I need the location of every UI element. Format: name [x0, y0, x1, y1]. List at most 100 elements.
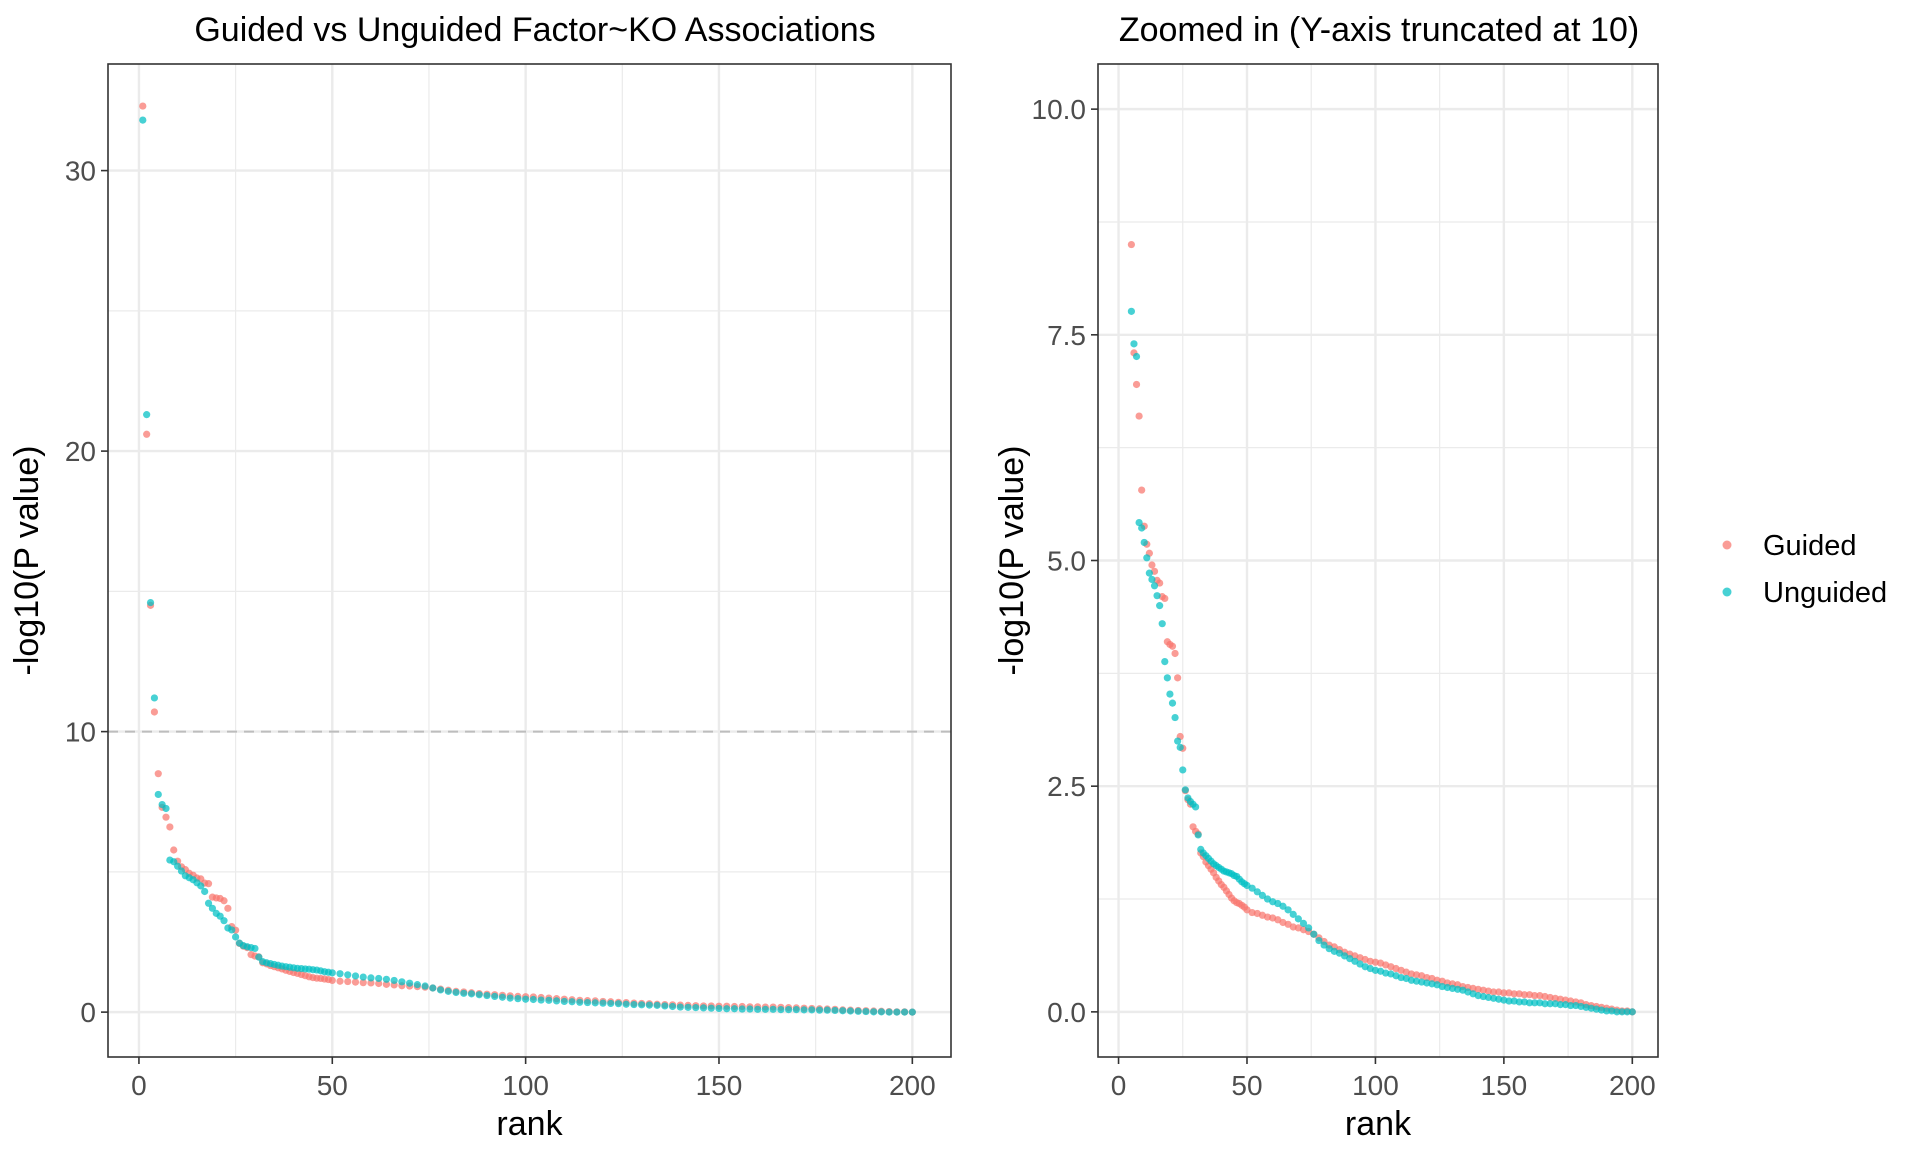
point-unguided	[877, 1008, 885, 1016]
point-unguided	[1253, 888, 1261, 896]
point-unguided	[885, 1008, 893, 1016]
panel-left-title: Guided vs Unguided Factor~KO Association…	[194, 11, 875, 49]
y-tick-label: 0	[80, 997, 96, 1028]
panel-right-points	[1127, 240, 1636, 1016]
point-unguided	[1148, 575, 1156, 584]
point-unguided	[839, 1007, 847, 1015]
point-unguided	[1289, 910, 1297, 918]
point-unguided	[900, 1008, 909, 1016]
x-tick-label: 50	[317, 1070, 348, 1101]
point-unguided	[436, 986, 445, 994]
point-unguided	[367, 974, 375, 982]
point-unguided	[1541, 1000, 1549, 1008]
point-unguided	[823, 1006, 831, 1014]
point-unguided	[1613, 1008, 1621, 1016]
point-unguided	[390, 976, 398, 985]
point-unguided	[1279, 902, 1287, 910]
point-unguided	[201, 887, 209, 896]
point-unguided	[815, 1006, 824, 1014]
x-tick-label: 150	[696, 1070, 743, 1101]
point-unguided	[467, 990, 476, 998]
point-unguided	[1248, 884, 1256, 892]
point-unguided	[545, 996, 553, 1004]
point-unguided	[908, 1008, 916, 1016]
point-unguided	[1161, 658, 1169, 666]
point-guided	[204, 880, 213, 888]
point-guided	[344, 977, 352, 986]
point-guided	[1531, 992, 1539, 1000]
point-guided	[170, 846, 178, 854]
point-unguided	[1150, 582, 1159, 590]
point-unguided	[1505, 997, 1513, 1005]
panel-left-x-axis-title: rank	[496, 1105, 563, 1143]
x-tick-label: 100	[1352, 1070, 1399, 1101]
panel-right-y-ticks: 0.0 2.5 5.0 7.5 10.0	[1032, 94, 1098, 1028]
point-unguided	[506, 994, 514, 1002]
point-unguided	[1305, 924, 1313, 932]
point-unguided	[1166, 690, 1174, 698]
point-unguided	[444, 987, 452, 995]
point-unguided	[893, 1008, 901, 1016]
point-unguided	[1623, 1008, 1631, 1016]
legend: Guided Unguided	[1722, 530, 1887, 609]
point-unguided	[150, 694, 159, 702]
point-unguided	[1163, 674, 1171, 682]
point-unguided	[1132, 352, 1141, 361]
point-unguided	[1284, 906, 1292, 914]
point-unguided	[769, 1005, 777, 1013]
x-tick-label: 100	[502, 1070, 549, 1101]
point-unguided	[143, 411, 151, 419]
point-guided	[375, 979, 383, 988]
x-tick-label: 50	[1231, 1070, 1262, 1101]
panel-left-grid	[108, 64, 951, 1057]
panel-right: Zoomed in (Y-axis truncated at 10) 0 50 10…	[993, 11, 1659, 1143]
point-unguided	[1258, 891, 1267, 900]
panel-left-y-axis-title: -log10(P value)	[8, 446, 46, 676]
y-tick-label: 0.0	[1047, 997, 1086, 1028]
point-unguided	[1310, 930, 1318, 938]
point-unguided	[251, 944, 259, 953]
point-unguided	[1145, 569, 1153, 577]
point-unguided	[139, 116, 147, 124]
point-unguided	[668, 1002, 677, 1011]
point-unguided	[622, 1000, 630, 1008]
point-unguided	[831, 1006, 839, 1015]
point-unguided	[475, 991, 483, 999]
point-guided	[220, 897, 228, 905]
panel-right-title: Zoomed in (Y-axis truncated at 10)	[1119, 11, 1639, 49]
point-unguided	[413, 981, 421, 989]
y-tick-label: 2.5	[1047, 771, 1086, 802]
point-unguided	[1171, 713, 1179, 722]
y-tick-label: 5.0	[1047, 546, 1086, 577]
panel-left-x-ticks: 0 50 100 150 200	[131, 1057, 936, 1101]
point-unguided	[862, 1007, 870, 1016]
point-guided	[1174, 674, 1182, 682]
point-unguided	[846, 1007, 855, 1015]
point-unguided	[174, 862, 182, 870]
point-unguided	[1168, 699, 1177, 707]
point-unguided	[715, 1004, 723, 1013]
point-unguided	[460, 989, 468, 997]
point-unguided	[1556, 1001, 1564, 1009]
point-unguided	[514, 995, 522, 1003]
point-guided	[1171, 649, 1179, 658]
point-unguided	[854, 1007, 862, 1015]
point-guided	[139, 102, 147, 110]
point-unguided	[344, 971, 352, 979]
point-guided	[359, 979, 367, 987]
panel-left-border	[107, 63, 952, 1058]
point-unguided	[661, 1002, 669, 1010]
point-unguided	[1127, 307, 1135, 315]
point-unguided	[754, 1005, 762, 1013]
point-unguided	[204, 899, 213, 907]
point-unguided	[1531, 999, 1539, 1007]
point-unguided	[351, 972, 360, 980]
point-unguided	[746, 1005, 754, 1013]
point-unguided	[1525, 999, 1534, 1007]
legend-unguided-label: Unguided	[1763, 577, 1887, 609]
point-unguided	[491, 992, 499, 1001]
point-unguided	[1181, 786, 1189, 794]
point-unguided	[808, 1006, 816, 1014]
point-unguided	[552, 997, 561, 1005]
point-guided	[143, 430, 151, 438]
